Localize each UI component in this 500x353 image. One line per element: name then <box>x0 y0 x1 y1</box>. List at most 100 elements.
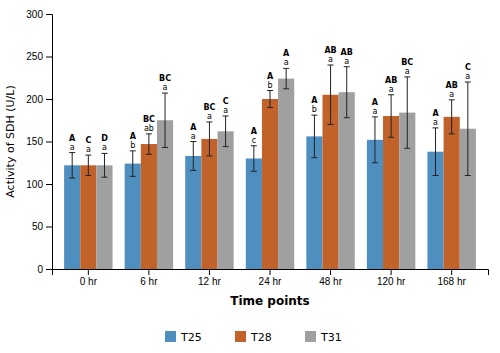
tick: 250 <box>26 51 52 62</box>
error-bar <box>162 93 168 147</box>
tick: 0 <box>37 264 52 275</box>
chart: 0501001502002503000 hr6 hr12 hr24 hr48 h… <box>0 0 500 353</box>
error-cap <box>206 155 212 156</box>
error-cap <box>372 116 378 117</box>
tick-mark <box>330 269 331 275</box>
error-bar <box>372 117 378 163</box>
tick-mark <box>46 99 52 100</box>
significance-label-upper: D <box>101 134 108 143</box>
error-bar <box>190 142 196 171</box>
error-line <box>314 115 315 157</box>
significance-label-lower: ab <box>144 124 154 133</box>
error-line <box>72 153 73 179</box>
error-line <box>104 153 105 177</box>
significance-label-upper: A <box>311 96 318 105</box>
legend-label: T31 <box>320 331 342 344</box>
error-cap <box>449 133 455 134</box>
significance-label-upper: C <box>465 63 471 72</box>
significance-label-lower: a <box>70 143 75 152</box>
tick-label: 168 hr <box>437 276 466 287</box>
error-cap <box>465 82 471 83</box>
legend-item: T31 <box>305 331 342 344</box>
marks <box>64 65 476 269</box>
error-cap <box>433 175 439 176</box>
error-cap <box>69 178 75 179</box>
error-line <box>435 128 436 176</box>
error-cap <box>344 117 350 118</box>
tick: 100 <box>26 179 52 190</box>
bar <box>201 139 217 269</box>
tick-mark <box>46 184 52 185</box>
tick-label: 150 <box>26 136 43 147</box>
tick-mark <box>88 269 89 275</box>
error-line <box>346 67 347 118</box>
tick-label: 120 hr <box>377 276 406 287</box>
tick-label: 250 <box>26 51 43 62</box>
tick-label: 0 hr <box>80 276 98 287</box>
bar <box>96 165 112 269</box>
significance-label-lower: a <box>207 112 212 121</box>
legend: T25T28T31 <box>165 331 342 344</box>
error-bar <box>344 67 350 118</box>
error-cap <box>130 176 136 177</box>
error-cap <box>190 141 196 142</box>
error-cap <box>223 146 229 147</box>
error-bar <box>283 68 289 88</box>
error-cap <box>162 93 168 94</box>
tick-label: 100 <box>26 179 43 190</box>
significance-label-upper: C <box>223 97 229 106</box>
tick-mark <box>451 269 452 275</box>
bar <box>141 144 157 269</box>
bar <box>383 116 399 269</box>
significance-label-lower: b <box>267 81 272 90</box>
bar <box>278 79 294 269</box>
error-cap <box>251 145 257 146</box>
error-line <box>467 82 468 176</box>
error-cap <box>311 115 317 116</box>
error-cap <box>404 76 410 77</box>
significance-label-upper: A <box>267 72 274 81</box>
series <box>96 67 475 269</box>
series <box>64 115 443 269</box>
error-cap <box>130 150 136 151</box>
error-cap <box>251 171 257 172</box>
significance-label-upper: AB <box>446 81 458 90</box>
error-cap <box>283 88 289 89</box>
error-cap <box>328 124 334 125</box>
significance-label-upper: BC <box>159 74 171 83</box>
legend-label: T25 <box>180 331 202 344</box>
significance-label-lower: b <box>130 141 135 150</box>
tick-mark <box>46 142 52 143</box>
error-cap <box>85 175 91 176</box>
significance-label-lower: a <box>328 55 333 64</box>
tick-mark <box>46 227 52 228</box>
error-bar <box>85 155 91 175</box>
error-bar <box>267 91 273 108</box>
error-line <box>374 117 375 163</box>
significance-label-upper: AB <box>385 76 397 85</box>
significance-label-lower: a <box>389 85 394 94</box>
significance-label-lower: a <box>405 67 410 76</box>
error-line <box>253 146 254 172</box>
significance-label-lower: b <box>312 105 317 114</box>
error-line <box>148 134 149 154</box>
error-cap <box>101 153 107 154</box>
bar <box>339 92 355 269</box>
error-line <box>270 91 271 108</box>
error-bar <box>69 153 75 179</box>
error-cap <box>206 121 212 122</box>
significance-label-upper: A <box>251 127 258 136</box>
significance-label-upper: C <box>85 136 91 145</box>
significance-label-lower: a <box>163 83 168 92</box>
significance-label-upper: BC <box>401 58 413 67</box>
tick: 12 hr <box>198 269 221 287</box>
tick-label: 300 <box>26 9 43 20</box>
bar <box>125 164 141 269</box>
series <box>80 65 459 269</box>
error-cap <box>449 99 455 100</box>
error-cap <box>190 170 196 171</box>
error-bar <box>311 115 317 157</box>
error-cap <box>283 68 289 69</box>
tick: 120 hr <box>377 269 406 287</box>
tick: 300 <box>26 9 52 20</box>
